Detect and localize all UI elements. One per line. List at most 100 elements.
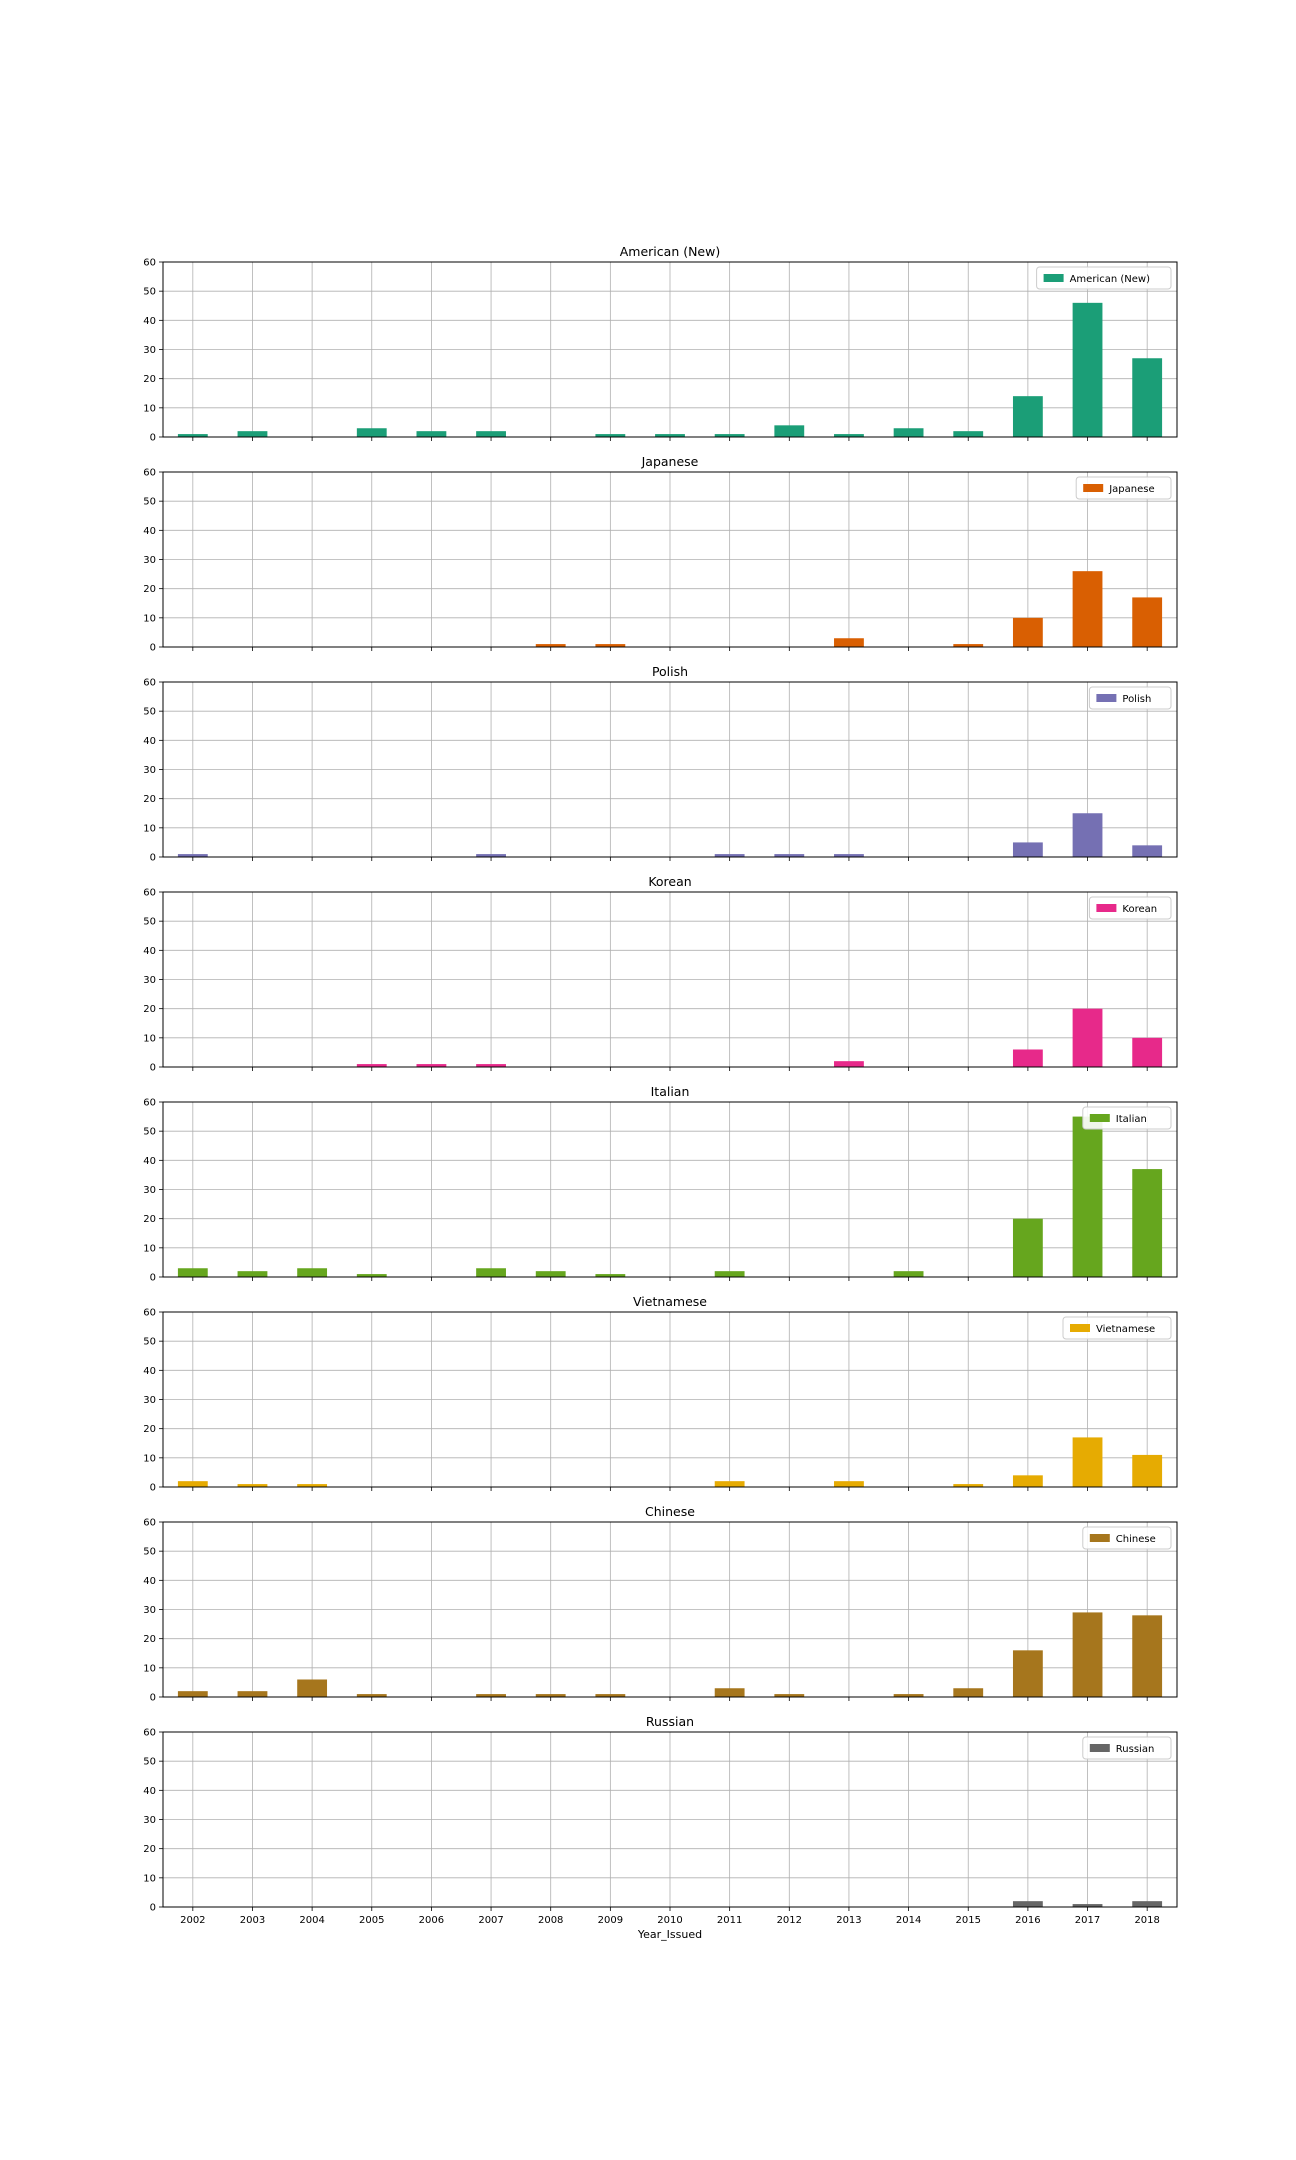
- legend-box: [1036, 266, 1172, 290]
- subplot-korean: Korean 0 10 20 30 40 50 60 Korean: [143, 874, 1178, 1074]
- bar-korean-2006: [416, 1064, 447, 1067]
- bar-japanese-2008: [535, 644, 566, 647]
- bar-japanese-2016: [1012, 617, 1043, 647]
- bar-chinese-2016: [1012, 1650, 1043, 1697]
- axes-frame: [162, 1101, 1178, 1278]
- y-tick-label: 10: [143, 1033, 156, 1044]
- bar-american-new-2003: [237, 431, 268, 437]
- bar-polish-2007: [476, 854, 506, 857]
- bar-american-new-2016: [1012, 396, 1043, 437]
- bar-italian-2008: [535, 1271, 566, 1277]
- legend-box: [1088, 686, 1172, 710]
- y-tick-label: 50: [143, 1127, 156, 1138]
- bar-polish-2017: [1072, 813, 1103, 857]
- y-tick-label: 10: [143, 1873, 156, 1884]
- legend-swatch: [1096, 904, 1117, 912]
- subplot-title-japanese: Japanese: [641, 454, 699, 469]
- legend-swatch: [1043, 274, 1064, 282]
- bar-korean-2007: [476, 1064, 506, 1067]
- x-tick-label: 2007: [478, 1915, 503, 1926]
- y-tick-label: 20: [143, 1844, 156, 1855]
- y-tick-label: 60: [143, 1728, 156, 1739]
- bar-italian-2011: [714, 1271, 745, 1277]
- y-tick-label: 60: [143, 1308, 156, 1319]
- x-tick-label: 2014: [896, 1915, 921, 1926]
- y-tick-label: 60: [143, 258, 156, 269]
- y-tick-label: 10: [143, 613, 156, 624]
- legend-swatch: [1089, 1114, 1110, 1122]
- bar-chinese-2009: [595, 1694, 626, 1697]
- axes-frame: [162, 891, 1178, 1068]
- bar-chinese-2014: [893, 1694, 924, 1697]
- bar-vietnamese-2016: [1012, 1475, 1043, 1487]
- bar-american-new-2018: [1132, 358, 1163, 437]
- y-tick-label: 50: [143, 707, 156, 718]
- y-tick-label: 20: [143, 794, 156, 805]
- subplot-title-polish: Polish: [652, 664, 688, 679]
- y-tick-label: 60: [143, 888, 156, 899]
- y-tick-label: 20: [143, 1004, 156, 1015]
- y-tick-label: 0: [150, 1063, 156, 1074]
- x-tick-label: 2008: [538, 1915, 563, 1926]
- legend-box: [1088, 896, 1172, 920]
- bar-american-new-2002: [177, 434, 208, 437]
- y-tick-label: 30: [143, 1185, 156, 1196]
- y-tick-label: 30: [143, 555, 156, 566]
- legend-box: [1062, 1316, 1172, 1340]
- y-tick-label: 20: [143, 1424, 156, 1435]
- y-tick-label: 10: [143, 1243, 156, 1254]
- bar-russian-2017: [1072, 1904, 1103, 1907]
- y-tick-label: 0: [150, 853, 156, 864]
- bar-vietnamese-2018: [1132, 1454, 1163, 1487]
- y-tick-label: 60: [143, 468, 156, 479]
- y-tick-label: 40: [143, 526, 156, 537]
- y-tick-label: 50: [143, 1757, 156, 1768]
- x-tick-label: 2005: [359, 1915, 384, 1926]
- y-tick-label: 10: [143, 1453, 156, 1464]
- axes-frame: [162, 1311, 1178, 1488]
- y-tick-label: 0: [150, 1273, 156, 1284]
- x-tick-label: 2012: [777, 1915, 802, 1926]
- bar-chinese-2005: [356, 1694, 387, 1697]
- bar-korean-2017: [1072, 1008, 1103, 1067]
- bar-italian-2014: [893, 1271, 924, 1277]
- bar-polish-2018: [1132, 845, 1163, 857]
- x-tick-label: 2013: [836, 1915, 861, 1926]
- subplot-title-vietnamese: Vietnamese: [633, 1294, 707, 1309]
- x-tick-label: 2009: [598, 1915, 623, 1926]
- bar-american-new-2009: [595, 434, 626, 437]
- bar-vietnamese-2011: [714, 1481, 745, 1487]
- bar-japanese-2013: [834, 638, 864, 647]
- subplot-title-korean: Korean: [648, 874, 691, 889]
- x-tick-label: 2018: [1134, 1915, 1159, 1926]
- bar-chinese-2003: [237, 1691, 268, 1697]
- bar-italian-2016: [1012, 1218, 1043, 1277]
- subplot-italian: Italian 0 10 20 30 40 50 60 Italian: [143, 1084, 1178, 1284]
- y-tick-label: 20: [143, 1214, 156, 1225]
- x-tick-label: 2010: [657, 1915, 682, 1926]
- legend-label: Vietnamese: [1096, 1324, 1155, 1335]
- bar-japanese-2009: [595, 644, 626, 647]
- x-tick-label: 2006: [419, 1915, 444, 1926]
- bar-russian-2018: [1132, 1901, 1163, 1907]
- y-tick-label: 0: [150, 1903, 156, 1914]
- y-tick-label: 50: [143, 1337, 156, 1348]
- x-tick-label: 2016: [1015, 1915, 1040, 1926]
- y-tick-label: 50: [143, 287, 156, 298]
- y-tick-label: 60: [143, 678, 156, 689]
- bar-italian-2002: [177, 1268, 208, 1277]
- legend-swatch: [1070, 1324, 1090, 1332]
- subplot-vietnamese: Vietnamese 0 10 20 30 40 50 60 Vietnamese: [143, 1294, 1178, 1494]
- bar-vietnamese-2013: [834, 1481, 864, 1487]
- axes-frame: [162, 471, 1178, 648]
- bar-american-new-2013: [834, 434, 864, 437]
- bar-chinese-2012: [774, 1694, 805, 1697]
- legend-swatch: [1089, 1534, 1110, 1542]
- bar-korean-2013: [834, 1061, 864, 1067]
- y-tick-label: 0: [150, 1483, 156, 1494]
- bar-japanese-2015: [953, 644, 984, 647]
- y-tick-label: 40: [143, 1156, 156, 1167]
- subplot-title-chinese: Chinese: [645, 1504, 695, 1519]
- bar-vietnamese-2017: [1072, 1437, 1103, 1487]
- x-tick-label: 2017: [1075, 1915, 1100, 1926]
